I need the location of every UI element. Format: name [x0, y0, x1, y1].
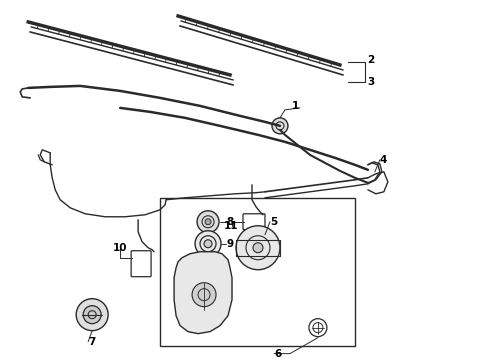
Text: 6: 6: [274, 348, 281, 359]
Circle shape: [272, 118, 288, 134]
Text: 2: 2: [367, 55, 374, 65]
Text: 11: 11: [224, 221, 239, 231]
Circle shape: [76, 299, 108, 330]
Bar: [160, 198, 355, 346]
Text: 7: 7: [88, 337, 96, 347]
Circle shape: [197, 211, 219, 233]
Text: 9: 9: [226, 239, 233, 249]
Text: 4: 4: [380, 155, 387, 165]
Text: 3: 3: [367, 77, 374, 87]
Text: 1: 1: [292, 101, 299, 111]
Text: 5: 5: [270, 217, 277, 227]
Circle shape: [195, 231, 221, 257]
Circle shape: [253, 243, 263, 253]
Text: 8: 8: [226, 217, 233, 227]
Circle shape: [236, 226, 280, 270]
Circle shape: [192, 283, 216, 307]
Circle shape: [204, 240, 212, 248]
Circle shape: [205, 219, 211, 225]
Polygon shape: [174, 252, 232, 334]
Circle shape: [83, 306, 101, 324]
Text: 10: 10: [113, 243, 127, 253]
